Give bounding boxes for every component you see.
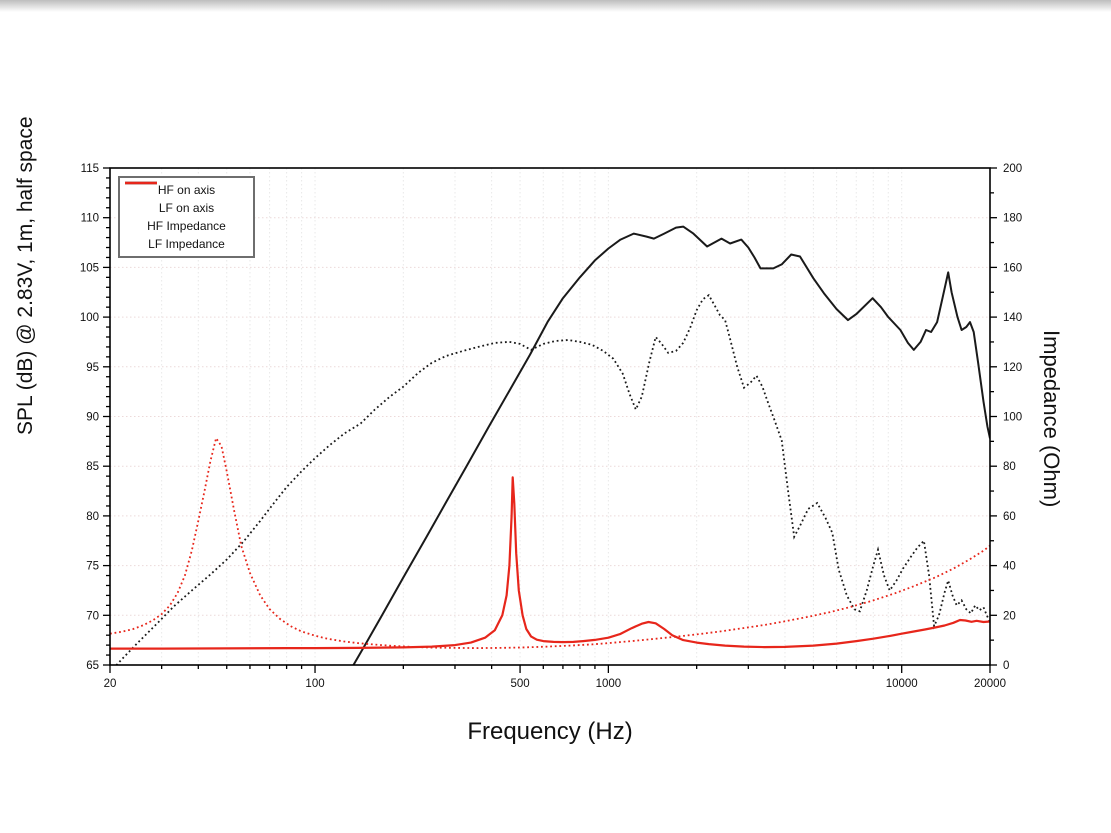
- left-axis-title: SPL (dB) @ 2.83V, 1m, half space: [14, 116, 37, 435]
- x-tick-label: 1000: [596, 678, 622, 690]
- left-tick-label: 110: [81, 213, 99, 225]
- tick-labels: 65 70 75 80 85 90 95 100 105 110 115 0 20 40 60 80 100 12…: [80, 163, 1022, 690]
- right-tick-label: 40: [1003, 561, 1016, 573]
- left-tick-label: 105: [80, 262, 99, 274]
- legend-label: HF on axis: [157, 183, 216, 197]
- legend-label: HF Impedance: [147, 219, 226, 233]
- right-tick-label: 20: [1003, 610, 1016, 622]
- left-tick-label: 80: [86, 511, 99, 523]
- x-tick-label: 10000: [886, 678, 918, 690]
- x-axis-title: Frequency (Hz): [467, 718, 633, 745]
- left-tick-label: 75: [86, 561, 99, 573]
- axis-ticks: [103, 167, 997, 673]
- right-tick-label: 200: [1003, 163, 1022, 175]
- dotted-line-swatch: [125, 182, 157, 184]
- left-tick-label: 95: [86, 362, 99, 374]
- x-tick-label: 500: [510, 678, 529, 690]
- left-tick-label: 70: [86, 610, 99, 622]
- legend-item-lf-impedance: LF Impedance: [124, 182, 249, 253]
- left-tick-label: 85: [86, 461, 99, 473]
- left-tick-label: 65: [86, 660, 99, 672]
- right-axis-title: Impedance (Ohm): [1039, 330, 1064, 508]
- legend-item-hf-impedance: HF Impedance: [124, 181, 249, 235]
- right-tick-label: 160: [1003, 262, 1022, 274]
- x-tick-label: 20: [104, 678, 117, 690]
- left-tick-label: 90: [86, 412, 99, 424]
- right-tick-label: 120: [1003, 362, 1022, 374]
- legend-item-lf-on-axis: LF on axis: [124, 182, 249, 217]
- left-tick-label: 100: [80, 312, 99, 324]
- series-hf-impedance: [110, 476, 990, 650]
- series-hf-on-axis: [352, 225, 990, 665]
- gridlines: [110, 168, 990, 665]
- x-tick-label: 20000: [974, 678, 1006, 690]
- right-tick-label: 180: [1003, 213, 1022, 225]
- series-lf-impedance: [110, 435, 990, 650]
- series-lf-on-axis: [115, 293, 990, 665]
- right-tick-label: 60: [1003, 511, 1016, 523]
- right-tick-label: 80: [1003, 461, 1016, 473]
- left-tick-label: 115: [81, 163, 99, 175]
- legend-box: HF on axis LF on axis HF Impedance LF Imped…: [118, 176, 255, 258]
- top-shade-artifact: [0, 0, 1111, 12]
- right-tick-label: 140: [1003, 312, 1022, 324]
- series-group: [110, 225, 990, 665]
- right-tick-label: 100: [1003, 412, 1022, 424]
- right-tick-label: 0: [1003, 660, 1009, 672]
- x-tick-label: 100: [305, 678, 324, 690]
- legend-label: LF Impedance: [148, 237, 225, 251]
- legend-label: LF on axis: [158, 201, 215, 215]
